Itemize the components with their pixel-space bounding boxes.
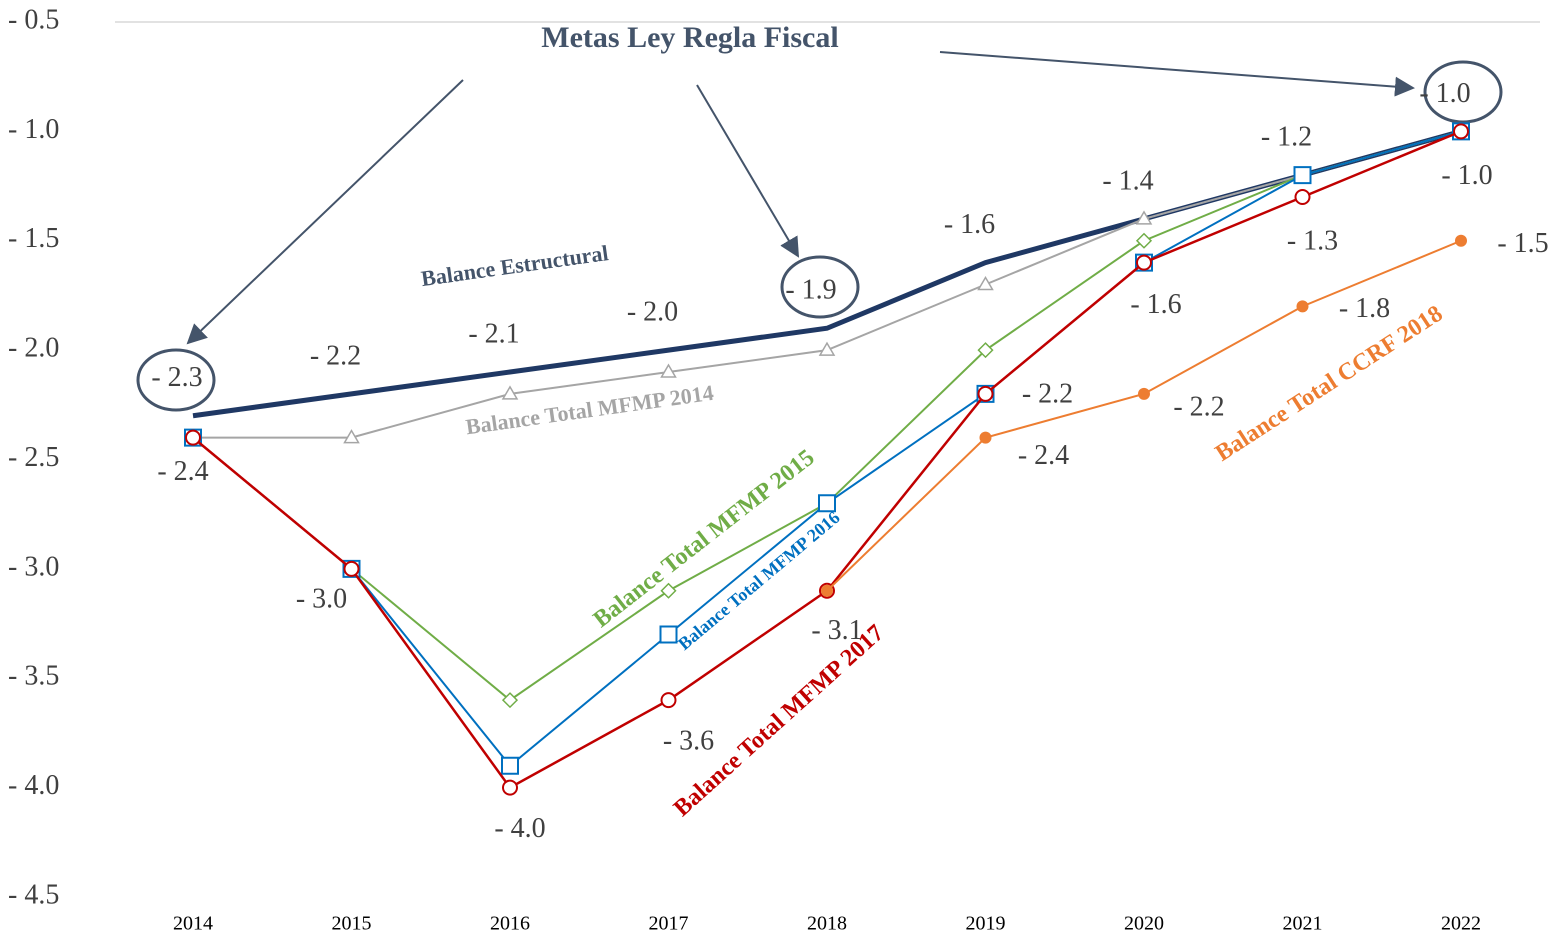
data-label: - 1.9: [785, 275, 836, 306]
marker: [1135, 210, 1153, 225]
data-label: - 1.6: [944, 209, 995, 240]
marker: [1138, 387, 1150, 400]
y-tick-label: - 3.5: [8, 661, 59, 692]
marker: [185, 429, 201, 446]
data-label: - 2.4: [157, 456, 208, 487]
series: [184, 122, 1470, 444]
data-label: - 2.2: [1173, 391, 1224, 422]
y-tick-label: - 2.5: [8, 442, 59, 473]
data-label: - 3.6: [663, 726, 714, 757]
y-tick-label: - 2.0: [8, 333, 59, 364]
data-label: - 1.8: [1339, 293, 1390, 324]
line: [192, 128, 1462, 419]
y-tick-label: - 0.5: [8, 4, 59, 35]
marker: [1136, 254, 1152, 271]
marker: [977, 342, 994, 359]
legend-label: Balance Total MFMP 2014: [464, 380, 715, 440]
marker: [502, 779, 518, 796]
marker: [1453, 123, 1469, 140]
marker: [1296, 300, 1309, 313]
x-tick-label: 2017: [649, 913, 689, 935]
marker: [660, 363, 677, 378]
data-label: - 1.0: [1419, 78, 1470, 109]
marker: [821, 584, 833, 597]
marker: [1135, 232, 1153, 249]
data-label: - 1.5: [1497, 228, 1548, 259]
legend-label: Balance Estructural: [419, 240, 609, 291]
data-label: - 2.2: [1022, 378, 1073, 409]
data-label: - 3.1: [811, 615, 862, 646]
data-label: - 1.2: [1261, 122, 1312, 153]
annotation: Metas Ley Regla Fiscal: [541, 21, 838, 54]
marker: [501, 385, 519, 400]
marker: [977, 276, 994, 291]
x-tick-label: 2016: [490, 913, 530, 935]
legend-label: Balance Total CCRF 2018: [1211, 301, 1448, 467]
marker: [979, 431, 992, 444]
data-label: - 1.6: [1130, 289, 1181, 320]
y-tick-label: - 4.5: [8, 879, 59, 910]
data-label: - 4.0: [494, 813, 545, 844]
marker: [660, 692, 677, 709]
x-tick-label: 2019: [966, 913, 1006, 935]
marker: [501, 692, 519, 709]
series: - 2.3 - 2.2 - 2.1 - 2.0 - 1.9 - 1.6 - 1.4 - 1.2…: [151, 78, 1471, 419]
series: - 2.4 - 3.0 - 4.0 - 3.6 - 3.1 - 2.2 - 1.6 - 1.3…: [157, 123, 1493, 844]
data-label: - 3.0: [296, 583, 347, 614]
y-tick-label: - 1.5: [8, 223, 59, 254]
y-tick-label: - 1.0: [8, 114, 59, 145]
y-tick-label: - 3.0: [8, 551, 59, 582]
marker: [818, 341, 836, 356]
data-label: - 1.4: [1102, 165, 1153, 196]
y-tick-label: - 4.0: [8, 770, 59, 801]
marker: [343, 429, 360, 444]
x-tick-label: 2022: [1441, 913, 1481, 935]
marker: [501, 756, 519, 775]
marker: [818, 494, 836, 513]
series: - 2.4 - 2.2 - 1.8 - 1.5: [821, 228, 1549, 597]
marker: [1293, 166, 1312, 185]
data-label: - 2.4: [1018, 440, 1069, 471]
legend-label: Balance Total MFMP 2017: [669, 620, 889, 822]
marker: [977, 385, 994, 402]
marker: [1294, 189, 1311, 205]
marker: [343, 560, 360, 577]
data-label: - 2.3: [151, 362, 202, 393]
data-label: - 2.2: [310, 340, 361, 371]
marker: [660, 582, 677, 599]
x-tick-label: 2021: [1283, 913, 1323, 935]
marker: [659, 625, 678, 644]
marker: [1455, 234, 1467, 247]
x-tick-label: 2020: [1124, 913, 1164, 935]
data-label: - 1.0: [1441, 160, 1492, 191]
x-tick-label: 2014: [173, 913, 213, 935]
data-label: - 2.1: [468, 318, 519, 349]
data-label: - 1.3: [1287, 225, 1338, 256]
x-tick-label: 2015: [332, 913, 372, 935]
data-label: - 2.0: [627, 297, 678, 328]
annotation-arrows: [136, 51, 1503, 412]
x-tick-label: 2018: [807, 913, 847, 935]
